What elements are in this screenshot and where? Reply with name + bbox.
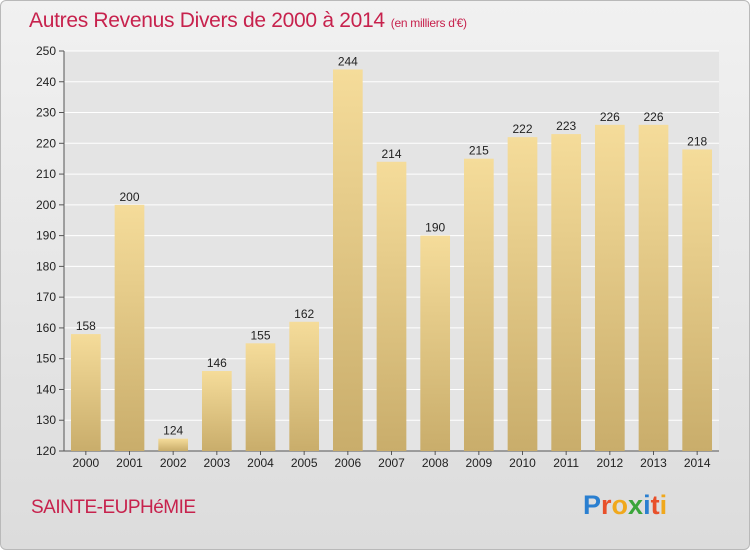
x-tick-label: 2008 [422,456,449,470]
x-tick-label: 2012 [596,456,623,470]
y-tick-label: 120 [36,444,56,458]
bar-value-label: 146 [207,356,227,370]
y-tick-label: 180 [36,259,56,273]
bar [376,161,407,451]
y-tick-label: 240 [36,75,56,89]
x-tick-label: 2004 [247,456,274,470]
bar [158,438,189,451]
title-text: Autres Revenus Divers de 2000 à 2014 [29,9,385,32]
bar-value-label: 155 [250,328,270,342]
bar [289,321,320,451]
x-tick-label: 2005 [291,456,318,470]
logo-letter: r [601,490,612,520]
x-tick-label: 2014 [684,456,711,470]
title-unit: (en milliers d'€) [390,16,467,30]
logo-letter: x [628,490,644,520]
y-tick-label: 220 [36,136,56,150]
x-tick-label: 2003 [203,456,230,470]
x-tick-label: 2000 [72,456,99,470]
bar-value-label: 124 [163,424,183,438]
x-tick-label: 2002 [160,456,187,470]
bar-value-label: 226 [643,110,663,124]
commune-name: SAINTE-EUPHéMIE [31,497,196,518]
bar-value-label: 244 [338,54,358,68]
bar-value-label: 190 [425,221,445,235]
proxiti-logo: Proxiti [583,490,667,521]
y-tick-label: 140 [36,382,56,396]
x-tick-label: 2010 [509,456,536,470]
x-tick-label: 2013 [640,456,667,470]
bar [638,124,669,451]
bar-value-label: 158 [76,319,96,333]
y-tick-label: 250 [36,44,56,58]
y-tick-label: 190 [36,229,56,243]
x-tick-label: 2009 [465,456,492,470]
bar [420,235,451,451]
y-tick-label: 200 [36,198,56,212]
logo-letter: o [611,490,629,520]
bar-value-label: 200 [119,190,139,204]
x-tick-label: 2006 [334,456,361,470]
bar [70,334,101,451]
logo-letter: P [583,490,602,520]
bar [551,134,582,452]
bar-value-label: 162 [294,307,314,321]
logo-letter: i [659,490,668,520]
bar-value-label: 214 [381,147,401,161]
bar [507,137,538,451]
bar [463,158,494,451]
bar-value-label: 218 [687,134,707,148]
x-tick-label: 2007 [378,456,405,470]
logo-letter: t [650,490,660,520]
bar-value-label: 226 [600,110,620,124]
x-tick-label: 2001 [116,456,143,470]
bar-value-label: 215 [469,144,489,158]
bar [114,204,145,451]
bar-value-label: 222 [512,122,532,136]
y-tick-label: 210 [36,167,56,181]
bar-value-label: 223 [556,119,576,133]
x-tick-label: 2011 [553,456,579,470]
logo-letter: i [643,490,651,520]
bar [245,343,276,451]
y-tick-label: 170 [36,290,56,304]
bar [201,371,232,451]
bar [332,69,363,451]
chart-title: Autres Revenus Divers de 2000 à 2014 (en … [29,9,467,33]
y-tick-label: 230 [36,106,56,120]
bar [682,149,713,451]
y-tick-label: 150 [36,352,56,366]
y-tick-label: 130 [36,413,56,427]
bar [594,124,625,451]
y-tick-label: 160 [36,321,56,335]
